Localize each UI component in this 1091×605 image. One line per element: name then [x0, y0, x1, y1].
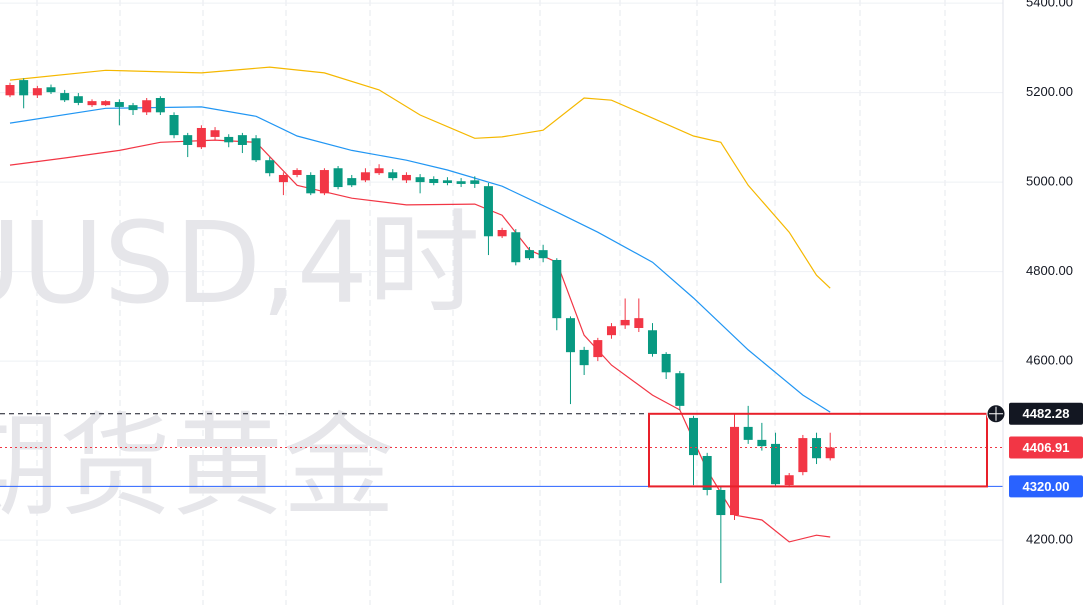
candle-body [319, 170, 329, 194]
indicator-line [9, 66, 831, 289]
price-label-box [1009, 402, 1083, 425]
candle-body [730, 426, 740, 516]
candle-body [32, 88, 42, 96]
crosshair-icon [989, 406, 1003, 421]
candle-body [606, 326, 616, 336]
candle-body [101, 101, 111, 106]
y-tick-label: 5200.00 [1026, 84, 1073, 99]
candle-body [183, 135, 193, 145]
price-label: 4406.91 [1023, 440, 1070, 455]
candle-body [456, 181, 466, 184]
candle-body [415, 177, 425, 183]
candle-body [142, 100, 152, 113]
candle-body [442, 180, 452, 184]
candle-body [470, 180, 480, 184]
candle-body [265, 160, 275, 174]
candle-body [634, 318, 644, 329]
candle-body [73, 96, 83, 103]
candle-body [552, 259, 562, 319]
candle-body [675, 373, 685, 406]
horizontal-grid [0, 2, 1003, 541]
price-label-box [1009, 436, 1083, 459]
candle-body [538, 250, 548, 259]
candle-body [661, 353, 671, 373]
candle-body [114, 102, 124, 107]
candle-body [46, 87, 56, 93]
candle-body [689, 417, 698, 456]
price-label-box [1009, 475, 1083, 498]
candle-body [251, 138, 261, 161]
price-axis: 4200.00 4600.00 4800.00 5000.00 5200.00 5400.… [986, 0, 1083, 547]
candle-body [429, 178, 439, 184]
candle-body [169, 115, 179, 136]
candle-body [825, 447, 835, 459]
candle-body [374, 168, 384, 174]
candle-body [579, 349, 589, 366]
candle-body [388, 172, 398, 179]
candle-body [347, 178, 357, 186]
candle-body [210, 130, 220, 137]
candle-body [483, 186, 493, 237]
plot [0, 66, 1003, 584]
candle-body [155, 97, 165, 113]
candle-body [401, 174, 411, 181]
price-label: 4482.28 [1023, 406, 1070, 421]
candle-body [5, 85, 15, 96]
candle-body [757, 439, 767, 447]
candle-body [620, 319, 630, 326]
candle-body [524, 250, 534, 259]
y-tick-label: 4200.00 [1026, 532, 1073, 547]
y-tick-label: 4800.00 [1026, 263, 1073, 278]
candle-body [593, 340, 603, 358]
candle-body [798, 438, 808, 473]
candle-body [292, 170, 302, 175]
candle-body [87, 101, 97, 106]
y-tick-label: 4600.00 [1026, 353, 1073, 368]
candle-body [784, 475, 794, 486]
vertical-grid [36, 0, 946, 605]
candle-body [716, 489, 726, 516]
candle-body [278, 174, 288, 183]
watermark: 期货黄金 [0, 402, 395, 532]
watermark: XAUUSD,4时 [0, 199, 480, 329]
candle-body [647, 330, 657, 354]
y-tick-label: 5400.00 [1026, 0, 1073, 10]
candle-body [237, 135, 247, 145]
candle-body [702, 455, 712, 490]
candle-body [306, 174, 316, 194]
candle-body [771, 443, 781, 485]
candle-body [224, 136, 234, 143]
candle-body [565, 318, 575, 353]
candle-body [360, 172, 370, 181]
candle-body [128, 105, 138, 111]
candle-body [497, 230, 507, 237]
candle-body [196, 127, 206, 148]
candle-body [333, 168, 343, 188]
candle-body [19, 80, 29, 96]
candle-body [511, 232, 521, 263]
candle-body [743, 426, 753, 440]
price-label: 4320.00 [1023, 479, 1070, 494]
y-tick-label: 5000.00 [1026, 174, 1073, 189]
zone-box [648, 412, 988, 488]
candle-body [812, 438, 822, 459]
candle-body [60, 93, 70, 101]
